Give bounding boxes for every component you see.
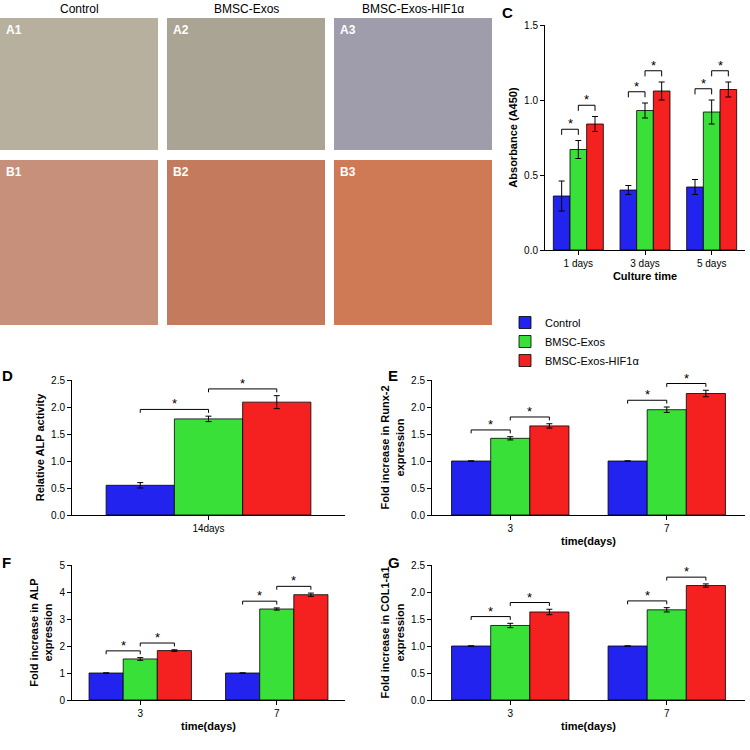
svg-text:14days: 14days xyxy=(192,523,224,534)
svg-text:F: F xyxy=(2,554,11,571)
svg-text:*: * xyxy=(155,630,160,645)
svg-text:*: * xyxy=(291,573,296,588)
svg-text:A3: A3 xyxy=(340,23,356,37)
svg-text:0.0: 0.0 xyxy=(411,695,425,706)
svg-text:1.5: 1.5 xyxy=(411,614,425,625)
svg-text:1.5: 1.5 xyxy=(51,429,65,440)
svg-text:0.5: 0.5 xyxy=(411,668,425,679)
svg-text:B1: B1 xyxy=(6,165,22,179)
svg-text:2.5: 2.5 xyxy=(411,560,425,571)
svg-text:0.0: 0.0 xyxy=(411,510,425,521)
svg-text:*: * xyxy=(527,590,532,605)
svg-text:B3: B3 xyxy=(340,165,356,179)
svg-text:Culture time: Culture time xyxy=(613,270,677,282)
svg-text:2.5: 2.5 xyxy=(51,375,65,386)
svg-text:1.0: 1.0 xyxy=(524,95,538,106)
svg-text:*: * xyxy=(634,79,639,94)
svg-text:0.0: 0.0 xyxy=(524,245,538,256)
svg-text:time(days): time(days) xyxy=(181,720,236,732)
svg-text:*: * xyxy=(684,564,689,579)
svg-text:Control: Control xyxy=(545,317,580,329)
svg-text:2: 2 xyxy=(59,641,65,652)
svg-text:BMSC-Exos-HIF1α: BMSC-Exos-HIF1α xyxy=(545,355,639,367)
svg-text:BMSC-Exos: BMSC-Exos xyxy=(214,2,279,16)
svg-text:time(days): time(days) xyxy=(561,720,616,732)
svg-text:*: * xyxy=(527,404,532,419)
svg-text:C: C xyxy=(502,4,513,21)
svg-text:*: * xyxy=(488,417,493,432)
svg-text:Control: Control xyxy=(60,2,99,16)
svg-text:1.0: 1.0 xyxy=(411,456,425,467)
svg-text:0.5: 0.5 xyxy=(51,483,65,494)
svg-text:B2: B2 xyxy=(173,165,189,179)
svg-text:D: D xyxy=(2,367,13,384)
svg-text:Fold increase in ALPexpression: Fold increase in ALPexpression xyxy=(28,578,54,686)
svg-text:2.0: 2.0 xyxy=(411,587,425,598)
svg-text:time(days): time(days) xyxy=(561,535,616,547)
svg-text:A2: A2 xyxy=(173,23,189,37)
svg-text:3 days: 3 days xyxy=(630,258,659,269)
svg-text:*: * xyxy=(121,638,126,653)
svg-text:7: 7 xyxy=(274,708,280,719)
svg-text:2.0: 2.0 xyxy=(411,402,425,413)
svg-text:3: 3 xyxy=(59,614,65,625)
svg-text:A1: A1 xyxy=(6,23,22,37)
svg-text:*: * xyxy=(701,76,706,91)
svg-text:1.0: 1.0 xyxy=(411,641,425,652)
svg-text:Fold increase in Runx-2express: Fold increase in Runx-2expression xyxy=(379,385,405,509)
svg-text:*: * xyxy=(172,396,177,411)
svg-text:*: * xyxy=(684,371,689,386)
svg-text:5 days: 5 days xyxy=(697,258,726,269)
svg-text:0.5: 0.5 xyxy=(411,483,425,494)
svg-text:Relative ALP activity: Relative ALP activity xyxy=(34,393,46,501)
svg-text:0: 0 xyxy=(59,695,65,706)
svg-text:1.5: 1.5 xyxy=(411,429,425,440)
svg-text:BMSC-Exos: BMSC-Exos xyxy=(545,336,605,348)
svg-text:BMSC-Exos-HIF1α: BMSC-Exos-HIF1α xyxy=(362,2,464,16)
svg-text:*: * xyxy=(240,376,245,391)
svg-text:*: * xyxy=(488,604,493,619)
svg-text:Absorbance (A450): Absorbance (A450) xyxy=(507,87,519,188)
svg-text:*: * xyxy=(651,58,656,73)
svg-text:0.0: 0.0 xyxy=(51,510,65,521)
svg-text:4: 4 xyxy=(59,587,65,598)
svg-text:7: 7 xyxy=(664,708,670,719)
svg-text:1: 1 xyxy=(59,668,65,679)
svg-text:5: 5 xyxy=(59,560,65,571)
svg-text:*: * xyxy=(645,387,650,402)
svg-text:Fold increase in COL1-a1expres: Fold increase in COL1-a1expression xyxy=(379,566,405,698)
svg-text:3: 3 xyxy=(507,708,513,719)
svg-text:1.0: 1.0 xyxy=(51,456,65,467)
svg-text:3: 3 xyxy=(137,708,143,719)
svg-text:G: G xyxy=(388,554,400,571)
svg-text:2.5: 2.5 xyxy=(411,375,425,386)
svg-text:1 days: 1 days xyxy=(564,258,593,269)
svg-text:7: 7 xyxy=(664,523,670,534)
svg-text:E: E xyxy=(388,367,398,384)
svg-text:2.0: 2.0 xyxy=(51,402,65,413)
svg-text:*: * xyxy=(257,588,262,603)
svg-text:0.5: 0.5 xyxy=(524,170,538,181)
svg-text:*: * xyxy=(568,116,573,131)
svg-text:*: * xyxy=(718,58,723,73)
svg-text:*: * xyxy=(645,588,650,603)
svg-text:3: 3 xyxy=(507,523,513,534)
svg-text:1.5: 1.5 xyxy=(524,20,538,31)
svg-text:*: * xyxy=(584,92,589,107)
